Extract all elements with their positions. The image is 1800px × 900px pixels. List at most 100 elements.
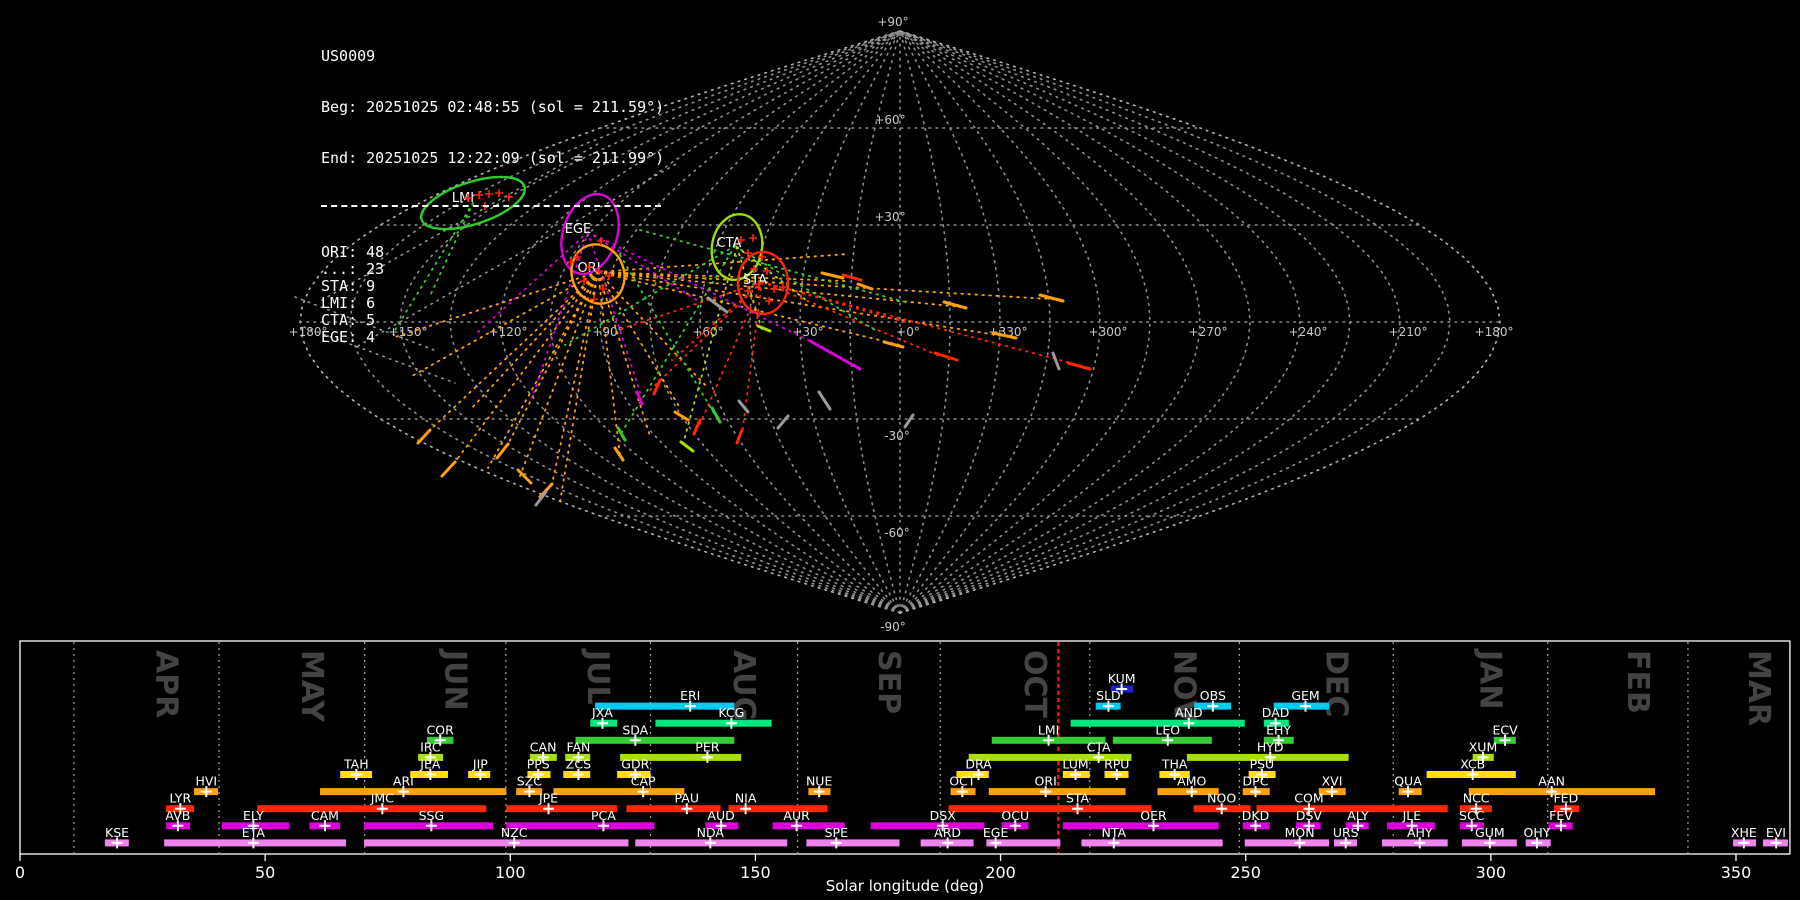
shower-peak-marker-jmc	[376, 803, 388, 815]
radiant-plus-marker	[750, 265, 758, 273]
shower-peak-marker-dsv	[1303, 820, 1315, 832]
shower-label-szc: SZC	[517, 774, 542, 789]
shower-peak-marker-kse	[111, 837, 123, 849]
radiant-plus-marker	[779, 283, 787, 291]
shower-label-aan: AAN	[1538, 774, 1565, 789]
shower-peak-marker-cor	[434, 734, 446, 746]
shower-label-eta: ETA	[242, 825, 266, 840]
shower-peak-marker-ecv	[1499, 734, 1511, 746]
shower-label-aly: ALY	[1347, 808, 1369, 823]
shower-peak-marker-sta	[1072, 803, 1084, 815]
shower-label-dsv: DSV	[1296, 808, 1323, 823]
shower-label-oct: OCT	[949, 774, 976, 789]
shower-label-gem: GEM	[1291, 688, 1319, 703]
shower-peak-marker-tah	[350, 769, 362, 780]
shower-label-cap: CAP	[631, 774, 656, 789]
meteor-segment	[652, 378, 662, 396]
shower-peak-marker-nda	[704, 837, 716, 849]
shower-peak-marker-noo	[1216, 803, 1228, 815]
map-grid-arc	[357, 163, 677, 347]
meteor-segment	[808, 339, 862, 371]
shower-peak-marker-urs	[1340, 837, 1352, 849]
shower-label-ari: ARI	[393, 774, 414, 789]
shower-peak-marker-hvi	[200, 786, 212, 798]
shower-peak-marker-ehy	[1273, 734, 1285, 746]
shower-label-dpc: DPC	[1243, 774, 1269, 789]
meteor-segment	[440, 460, 457, 478]
shower-label-psu: PSU	[1250, 757, 1275, 772]
shower-label-mon: MON	[1285, 825, 1315, 840]
shower-peak-marker-spe	[830, 837, 842, 849]
shower-peak-marker-com	[1303, 803, 1315, 815]
shower-label-obs: OBS	[1200, 688, 1226, 703]
map-longitude-label: +120°	[489, 325, 528, 339]
shower-label-kum: KUM	[1108, 671, 1136, 686]
shower-peak-marker-cta	[1093, 751, 1105, 763]
shower-peak-marker-jxa	[596, 717, 608, 729]
map-meridian	[899, 30, 1501, 614]
shower-label-ssg: SSG	[419, 808, 445, 823]
meteor-trail-dotted	[429, 202, 474, 297]
shower-peak-marker-eri	[684, 700, 696, 712]
radiant-plus-marker	[585, 263, 593, 271]
meteor-trail-dotted	[617, 281, 763, 331]
meteor-trail-dotted	[454, 271, 599, 463]
shower-peak-marker-xcb	[1467, 769, 1479, 780]
shower-label-ege: EGE	[983, 825, 1009, 840]
shower-label-cor: COR	[427, 722, 455, 737]
shower-peak-marker-ege	[990, 837, 1002, 849]
shower-count-line: LMI: 6	[321, 294, 376, 312]
shower-peak-marker-xhe	[1738, 837, 1750, 849]
shower-peak-marker-ari	[397, 786, 409, 798]
shower-peak-marker-dad	[1270, 717, 1282, 729]
meteor-trail-dotted	[507, 271, 599, 445]
shower-count-line: ORI: 48	[321, 243, 385, 261]
shower-counts: ORI: 48...: 23 STA: 9 LMI: 6 CTA: 5 EGE: 4	[321, 244, 664, 346]
shower-label-sta: STA	[1066, 791, 1090, 806]
meteor-segment	[616, 426, 627, 442]
radiant-plus-marker	[737, 236, 745, 244]
meteor-segment	[1038, 293, 1065, 303]
shower-peak-marker-dsx	[937, 820, 949, 832]
shower-label-jip: JIP	[472, 757, 488, 772]
x-tick-label: 0	[15, 863, 25, 882]
radiant-plus-marker	[744, 249, 752, 257]
shower-label-xcb: XCB	[1460, 757, 1485, 772]
meteor-segment	[534, 490, 548, 507]
meteor-trail-dotted	[487, 271, 599, 469]
month-label-may: MAY	[294, 650, 329, 723]
shower-peak-marker-pps	[532, 769, 544, 780]
shower-peak-marker-ahy	[1414, 837, 1426, 849]
shower-label-jea: JEA	[419, 757, 441, 772]
shower-peak-marker-nue	[813, 786, 825, 798]
map-longitude-label: +300°	[1089, 325, 1128, 339]
shower-peak-marker-pau	[681, 803, 693, 815]
meteor-trail-dotted	[761, 281, 941, 357]
shower-label-evi: EVI	[1766, 825, 1786, 840]
shower-bar-jpe	[506, 805, 618, 813]
shower-peak-marker-ely	[247, 820, 259, 832]
shower-label-nda: NDA	[697, 825, 725, 840]
month-label-sep: SEP	[871, 650, 906, 714]
shower-bar-dsx	[870, 822, 985, 830]
x-tick-label: 300	[1476, 863, 1507, 882]
shower-peak-marker-aud	[715, 820, 727, 832]
shower-peak-marker-and	[1183, 717, 1195, 729]
shower-peak-marker-ohy	[1531, 837, 1543, 849]
map-meridian	[899, 30, 1251, 614]
radiant-plus-marker	[599, 285, 607, 293]
radiant-plus-marker	[758, 253, 766, 261]
meteor-segment	[933, 351, 959, 362]
meteor-segment	[817, 390, 832, 411]
shower-peak-marker-cam	[319, 820, 331, 832]
obs-begin-line: Beg: 20251025 02:48:55 (sol = 211.59°)	[321, 98, 665, 116]
meteor-trail-dotted	[647, 281, 763, 393]
shower-label-lyr: LYR	[170, 791, 192, 806]
map-meridian	[899, 30, 1301, 614]
shower-label-kse: KSE	[105, 825, 129, 840]
shower-peak-marker-jea	[424, 769, 436, 780]
shower-bar-com	[1256, 805, 1448, 813]
shower-peak-marker-can	[537, 751, 549, 763]
shower-label-rpu: RPU	[1104, 757, 1129, 772]
